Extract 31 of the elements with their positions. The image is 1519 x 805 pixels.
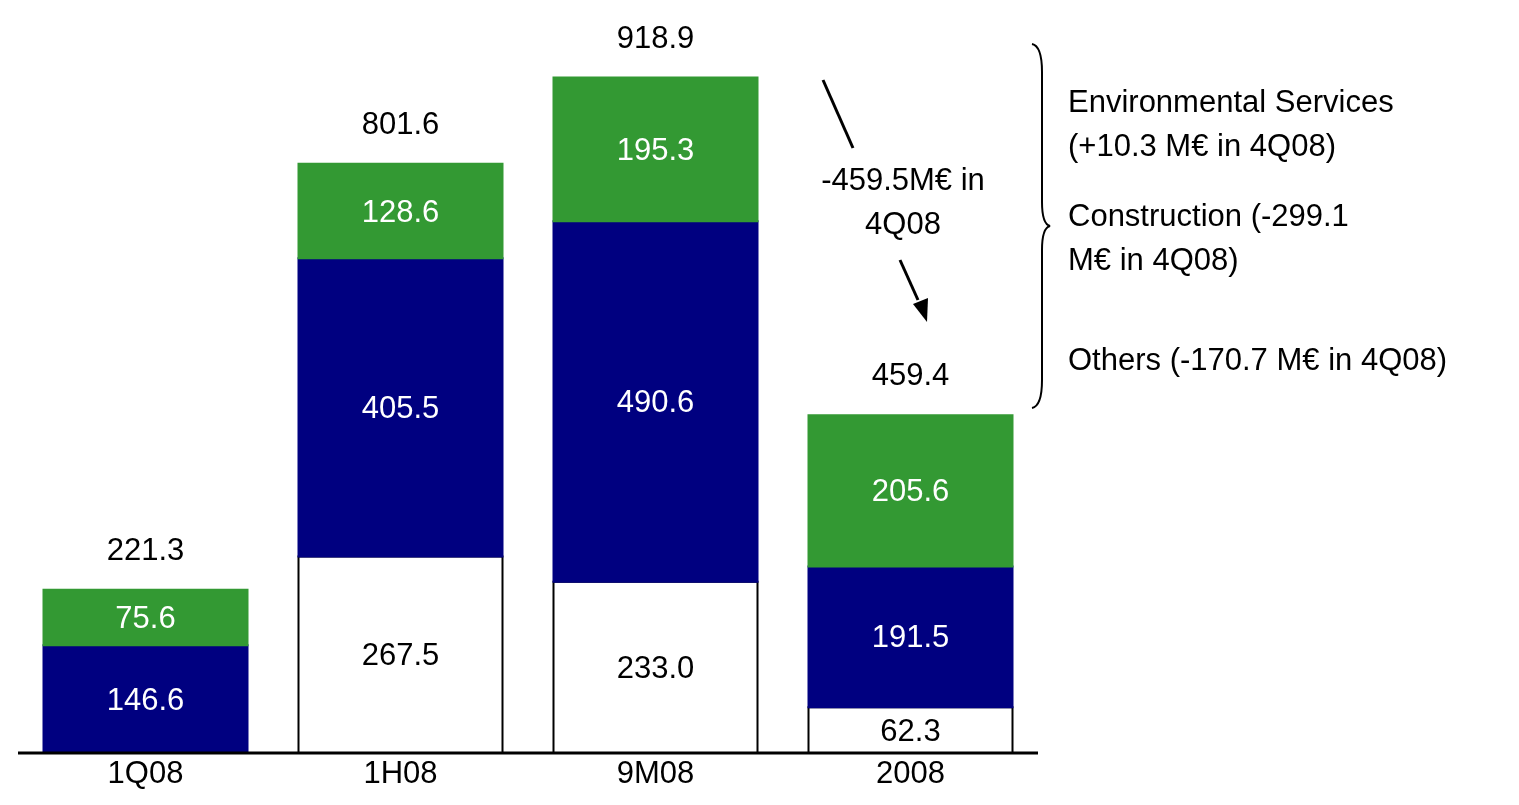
bar <box>807 565 1014 709</box>
x-tick-label: 1Q08 <box>107 755 184 791</box>
data-label: 233.0 <box>616 649 695 685</box>
data-label: 62.3 <box>880 712 941 748</box>
data-label: 75.6 <box>115 599 176 635</box>
text: Construction (-299.1 M€ in 4Q08) <box>1068 197 1350 279</box>
bar <box>807 414 1014 568</box>
data-label: 191.5 <box>871 619 950 655</box>
annotation: 918.9 <box>616 19 695 55</box>
x-tick-label: 2008 <box>876 755 945 791</box>
bar <box>552 76 759 223</box>
bar <box>552 220 759 583</box>
data-label: 195.3 <box>616 131 695 167</box>
bar <box>297 257 504 558</box>
annotation: 221.3 <box>106 532 185 568</box>
bar <box>42 644 249 754</box>
x-tick-label: 9M08 <box>616 755 695 791</box>
data-label: 128.6 <box>361 193 440 229</box>
annotation: 801.6 <box>361 105 440 141</box>
data-label: 205.6 <box>871 473 950 509</box>
annotation: 459.4 <box>871 357 950 393</box>
data-label: 405.5 <box>361 389 440 425</box>
annotation: -459.5M€ in 4Q08 <box>820 161 986 243</box>
data-label: 490.6 <box>616 383 695 419</box>
data-label: 146.6 <box>106 681 185 717</box>
x-tick-label: 1H08 <box>363 755 438 791</box>
data-label: 267.5 <box>361 637 440 673</box>
text: Others (-170.7 M€ in 4Q08) <box>1068 341 1449 379</box>
bar <box>297 162 504 260</box>
text: Environmental Services (+10.3 M€ in 4Q08) <box>1068 83 1395 165</box>
bar <box>42 588 249 647</box>
